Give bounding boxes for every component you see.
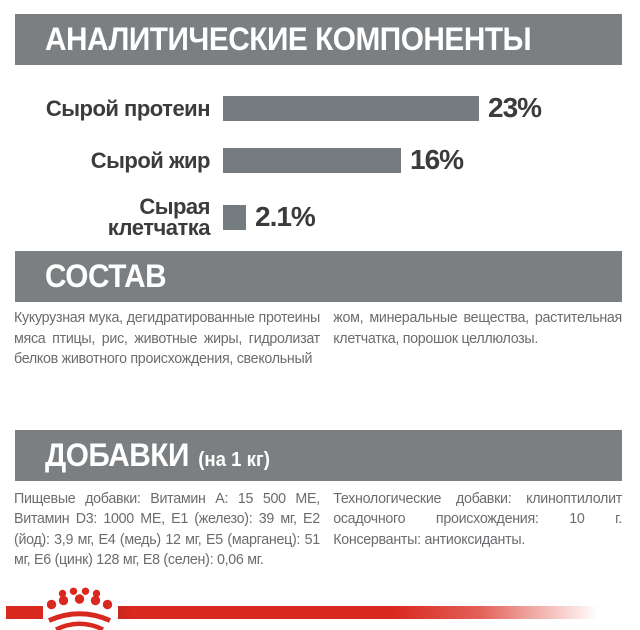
additives-title-text: ДОБАВКИ xyxy=(45,436,189,473)
chart-label-fiber: Сырая клетчатка xyxy=(107,194,211,240)
chart-row-fat: Сырой жир 16% xyxy=(0,144,640,176)
chart-row-protein: Сырой протеин 23% xyxy=(0,92,640,124)
chart-value-fiber: 2.1% xyxy=(255,201,316,232)
section-title-composition: СОСТАВ xyxy=(45,258,167,294)
composition-column-left: Кукурузная мука, дегидратированные проте… xyxy=(14,309,320,367)
section-header-additives: ДОБАВКИ (на 1 кг) xyxy=(15,429,622,481)
red-dash-left xyxy=(6,606,43,619)
additives-column-left: Пищевые добавки: Витамин A: 15 500 ME, В… xyxy=(14,489,320,569)
composition-column-right: жом, минеральные вещества, растительная … xyxy=(333,309,622,347)
section-title-additives: ДОБАВКИ (на 1 кг) xyxy=(45,437,270,474)
composition-text: Кукурузная мука, дегидратированные проте… xyxy=(14,308,622,370)
section-header-analytical: АНАЛИТИЧЕСКИЕ КОМПОНЕНТЫ xyxy=(15,14,622,65)
chart-value-fat: 16% xyxy=(410,144,464,175)
additives-title-note: (на 1 кг) xyxy=(198,448,270,471)
brand-footer xyxy=(0,584,640,630)
nutrients-bar-chart: Сырой протеин 23% Сырой жир 16% Сырая кл… xyxy=(0,92,640,240)
chart-label-fat: Сырой жир xyxy=(90,147,211,173)
chart-bar-fat xyxy=(223,147,401,173)
royal-canin-crown-icon xyxy=(44,587,116,630)
chart-row-fiber: Сырая клетчатка 2.1% xyxy=(0,194,640,240)
additives-text: Пищевые добавки: Витамин A: 15 500 ME, В… xyxy=(14,489,622,571)
chart-value-protein: 23% xyxy=(488,92,542,123)
chart-bar-protein xyxy=(223,95,479,121)
section-header-composition: СОСТАВ xyxy=(15,251,622,302)
chart-label-protein: Сырой протеин xyxy=(45,95,211,121)
chart-bar-fiber xyxy=(223,204,246,230)
product-info-panel: АНАЛИТИЧЕСКИЕ КОМПОНЕНТЫ Сырой протеин 2… xyxy=(0,14,640,630)
red-stripe xyxy=(118,606,618,619)
additives-column-right: Технологические добавки: клиноптилолит о… xyxy=(333,489,622,548)
section-title-analytical: АНАЛИТИЧЕСКИЕ КОМПОНЕНТЫ xyxy=(45,21,532,57)
